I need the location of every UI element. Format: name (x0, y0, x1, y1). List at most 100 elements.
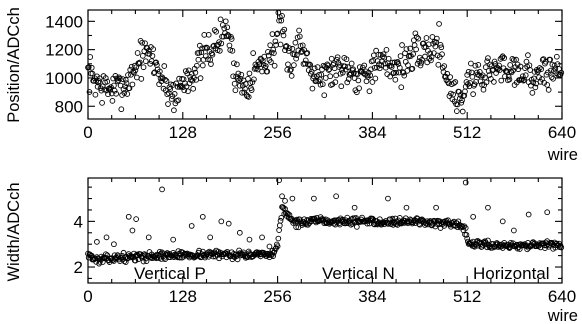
data-point (236, 82, 243, 89)
data-point (530, 79, 536, 86)
data-point (111, 87, 118, 94)
data-point (444, 70, 451, 77)
data-point (383, 46, 390, 53)
data-point (108, 84, 114, 91)
data-point (194, 62, 200, 69)
data-point (339, 67, 345, 73)
data-point (175, 97, 182, 104)
data-point (207, 57, 214, 63)
data-point (398, 84, 405, 91)
data-point (113, 90, 119, 97)
data-point (262, 63, 269, 69)
data-point (462, 225, 469, 231)
data-point (248, 87, 255, 93)
data-point (195, 56, 202, 63)
data-point (424, 218, 431, 225)
data-point (432, 43, 439, 50)
data-point (349, 67, 356, 74)
data-point (120, 86, 127, 93)
data-point (333, 193, 339, 200)
data-point (427, 50, 434, 57)
data-point (190, 85, 197, 92)
data-point (239, 89, 245, 96)
data-point (171, 91, 178, 97)
data-point (129, 227, 136, 234)
y-tick-label: 800 (55, 97, 83, 116)
data-point (136, 59, 143, 66)
data-point (105, 91, 111, 98)
data-point (276, 177, 282, 184)
data-point (196, 247, 202, 254)
data-point (168, 81, 174, 88)
data-point (309, 85, 316, 92)
data-point (461, 92, 468, 99)
data-point (185, 67, 192, 74)
data-point (280, 32, 287, 39)
data-point (267, 42, 274, 49)
data-point (111, 82, 117, 89)
data-point (441, 63, 448, 69)
annotation-vertical-p: Vertical P (134, 264, 206, 283)
data-point (225, 220, 232, 227)
data-point (176, 254, 183, 261)
data-point (292, 39, 299, 46)
data-point (507, 62, 514, 68)
data-point (482, 64, 489, 71)
data-point (271, 50, 277, 56)
data-point (403, 46, 410, 52)
data-point (149, 53, 156, 59)
data-point (311, 73, 317, 80)
x-tick-label: 512 (453, 287, 481, 306)
data-point (199, 62, 206, 69)
data-point (285, 61, 291, 68)
data-point (102, 251, 109, 258)
data-point (183, 83, 190, 90)
data-point (439, 51, 445, 58)
data-point (226, 42, 233, 49)
data-point (395, 61, 402, 67)
data-point (94, 239, 100, 245)
position-points (85, 9, 565, 115)
data-point (103, 234, 110, 241)
data-point (412, 30, 419, 37)
data-point (246, 70, 253, 77)
data-point (253, 65, 259, 72)
data-point (109, 97, 116, 104)
data-point (270, 253, 277, 259)
x-tick-label: 384 (358, 287, 386, 306)
data-point (129, 81, 136, 88)
data-point (558, 244, 565, 251)
data-point (550, 75, 556, 82)
data-point (451, 80, 457, 87)
data-point (465, 68, 472, 75)
data-point (436, 21, 442, 27)
x-tick-label: 128 (169, 287, 197, 306)
data-point (276, 222, 283, 229)
data-point (376, 65, 383, 72)
data-point (311, 195, 317, 202)
data-point (276, 227, 282, 234)
y-tick-label: 2 (74, 258, 83, 277)
data-point (544, 82, 551, 88)
data-point (493, 70, 499, 76)
data-point (140, 64, 147, 71)
data-point (433, 35, 440, 42)
data-point (499, 218, 506, 225)
data-point (254, 66, 261, 73)
data-point (405, 62, 411, 68)
position-ylabel: Position/ADCch (5, 7, 23, 123)
data-point (265, 48, 271, 55)
data-point (351, 204, 358, 211)
data-point (116, 75, 123, 82)
data-point (185, 88, 191, 95)
data-point (483, 79, 490, 86)
x-tick-label: 0 (83, 123, 92, 142)
data-point (464, 235, 471, 242)
data-point (234, 61, 240, 68)
data-point (124, 91, 131, 97)
data-point (485, 204, 491, 211)
data-point (489, 67, 496, 74)
data-point (423, 35, 430, 41)
data-point (218, 40, 225, 47)
data-point (501, 55, 508, 61)
